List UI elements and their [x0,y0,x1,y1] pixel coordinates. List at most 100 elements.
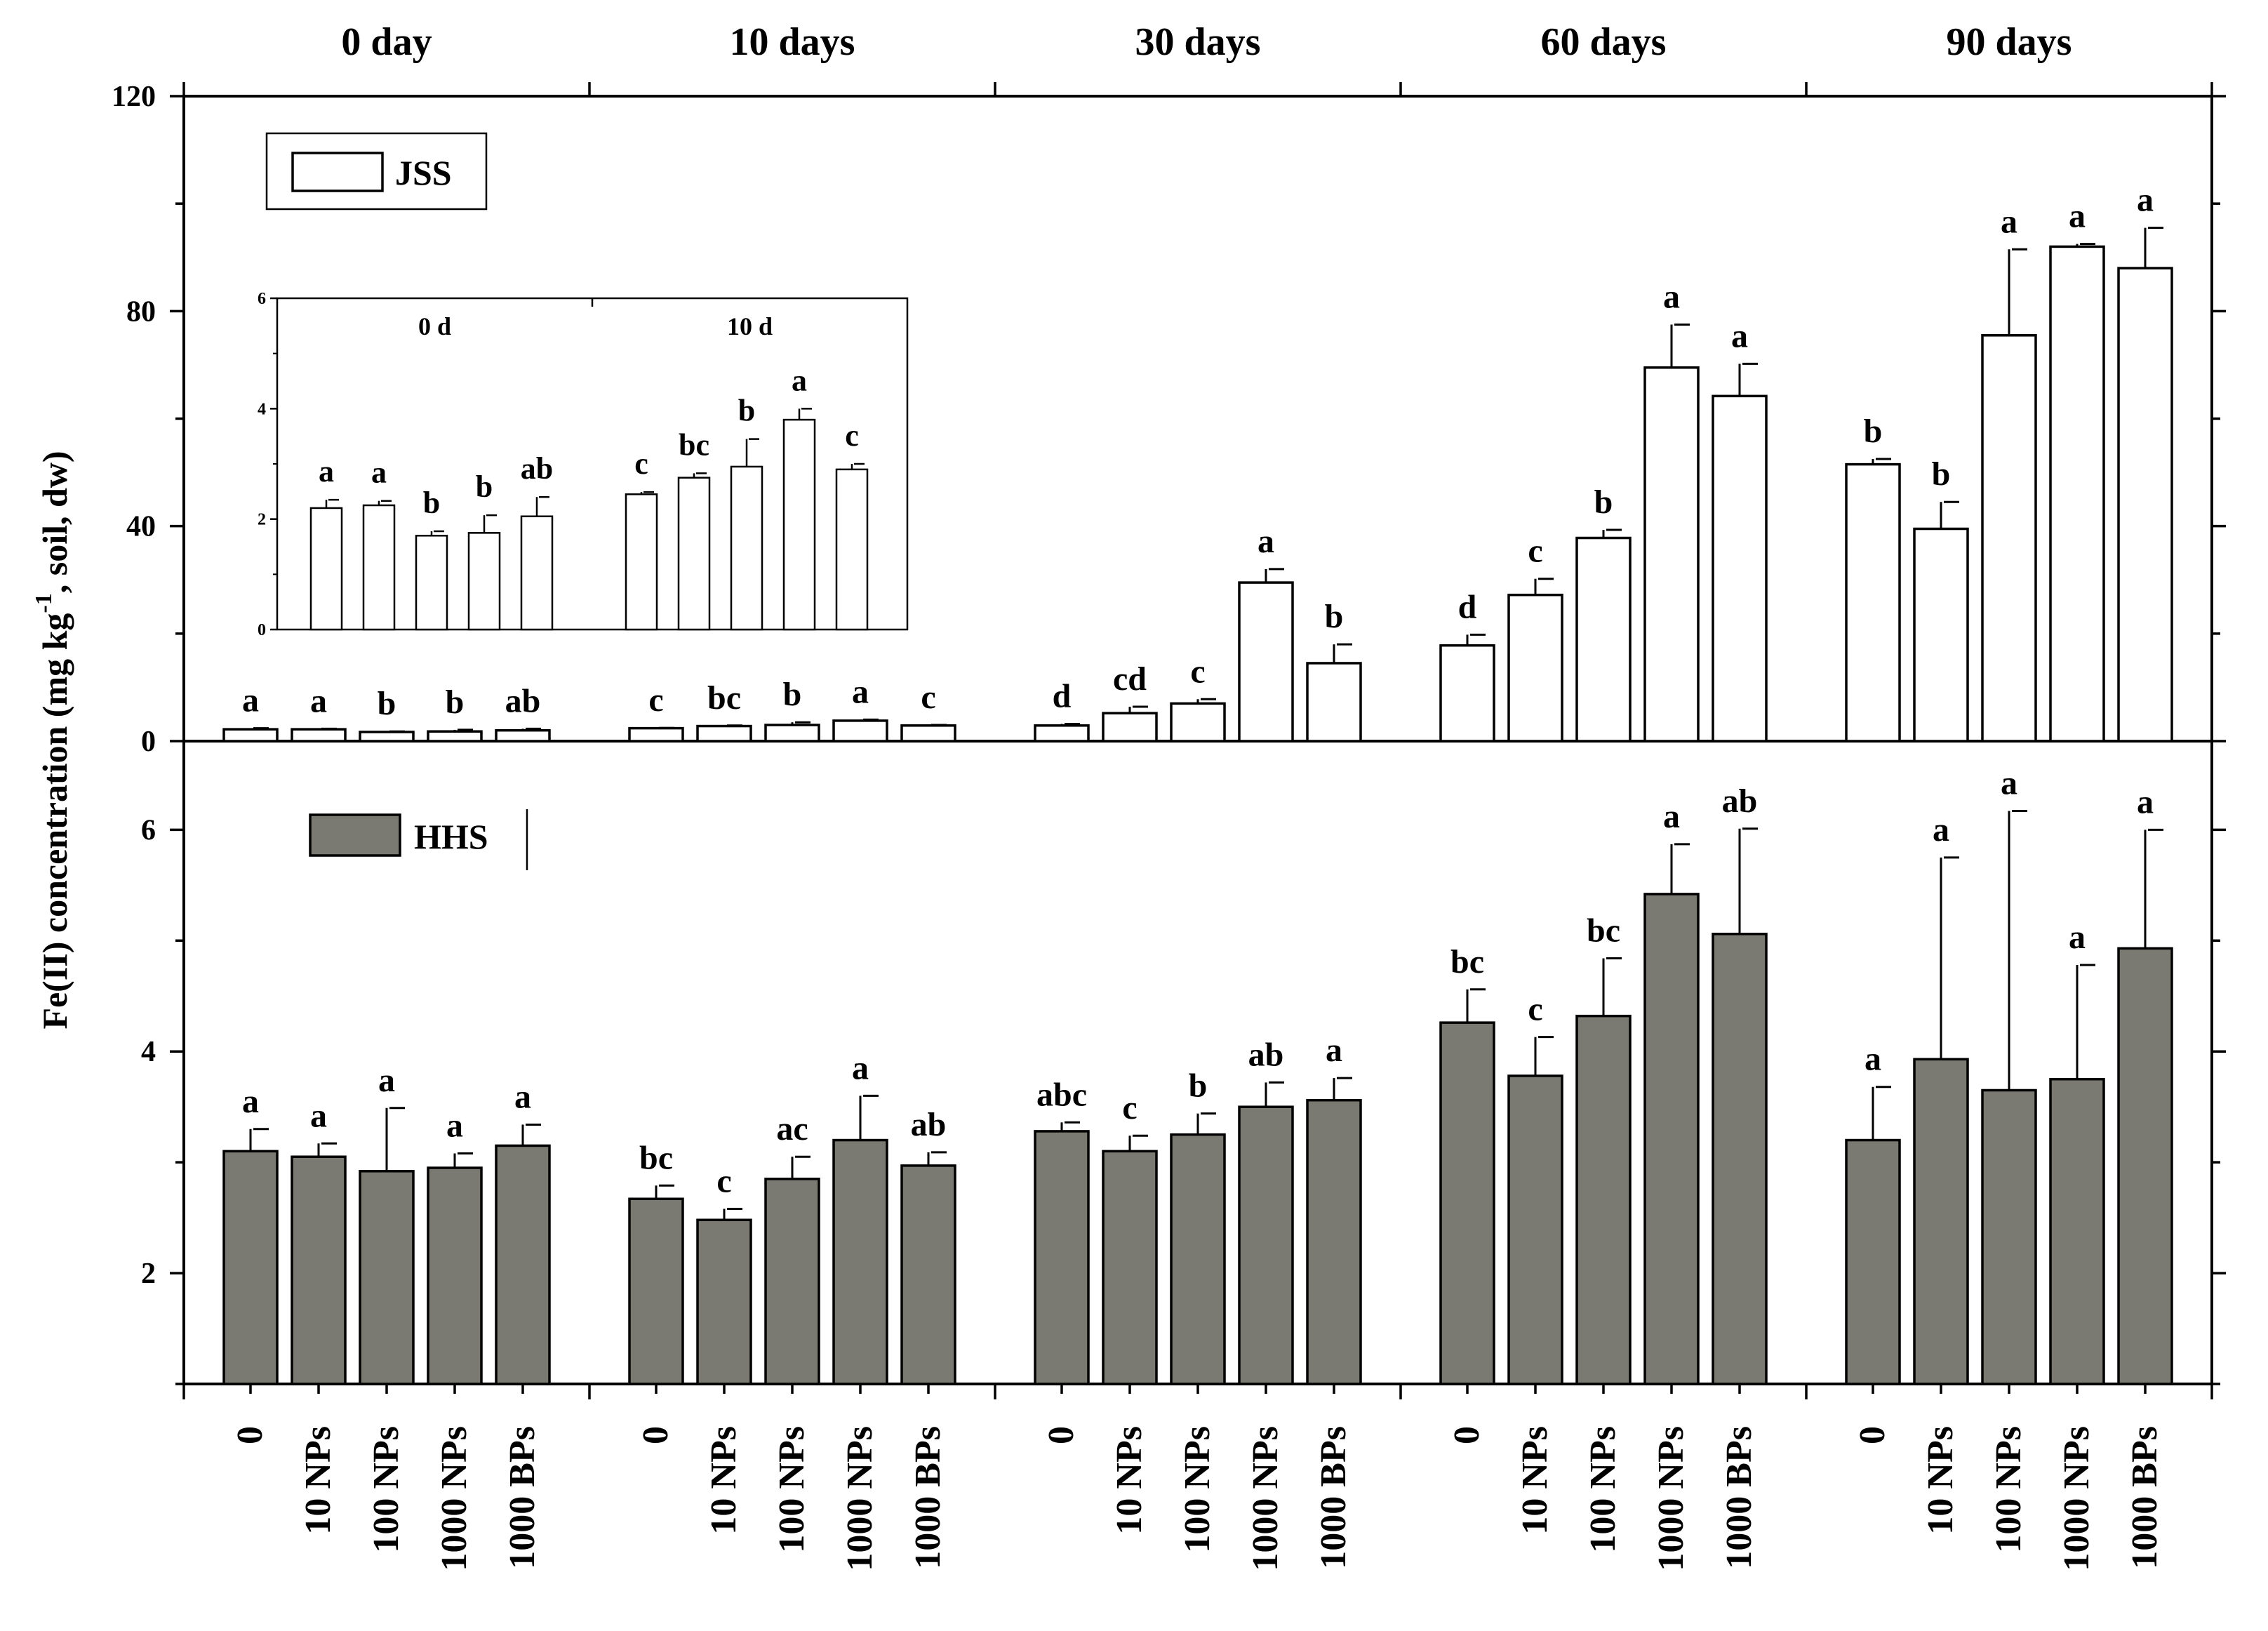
bar-jss [1238,581,1294,743]
inset-significance-letter: a [792,363,807,397]
bar-jss [764,724,820,743]
significance-letter: bc [1450,943,1484,980]
category-label: 1000 BPs [1719,1426,1759,1569]
significance-letter: a [1326,1032,1342,1069]
bar-jss [900,724,956,743]
significance-letter: c [921,679,935,716]
inset-significance-letter: bc [679,427,709,462]
bar-hhs [291,1155,347,1385]
group-header: 90 days [1947,20,2072,64]
y-axis-label: Fe(II) concentration (mg kg-1, soil, dw) [31,451,74,1029]
bar-jss [1913,527,1969,743]
category-label: 100 NPs [1178,1426,1218,1553]
bar-hhs [2049,1077,2105,1385]
bar-hhs [1981,1089,2037,1385]
bar-jss [359,731,415,743]
inset-bar [677,477,711,631]
significance-letter: a [852,673,869,710]
inset-group-label: 10 d [727,312,773,340]
significance-letter: ab [1248,1036,1284,1073]
inset-significance-letter: b [476,470,493,504]
y-tick-label: 80 [126,295,156,328]
bar-jss [427,730,483,743]
inset-y-tick-label: 4 [258,400,266,418]
bar-jss [1170,702,1226,743]
significance-letter: a [242,1083,259,1120]
y-axis-label-tail: , soil, dw) [35,451,74,593]
significance-letter: a [1663,798,1680,835]
significance-letter: d [1053,677,1072,714]
bar-jss [1575,536,1632,743]
significance-letter: cd [1113,660,1147,698]
inset-y-tick-label: 2 [258,511,266,529]
bar-jss [1643,366,1700,743]
bar-jss [696,724,752,743]
bar-hhs [222,1150,279,1385]
significance-letter: c [1528,991,1542,1028]
bar-hhs [1845,1138,1901,1385]
inset-bar [730,465,763,631]
inset-y-tick-label: 0 [258,621,266,639]
bar-hhs [900,1164,956,1385]
category-label: 10 NPs [1109,1426,1149,1535]
marks-layer [222,132,2173,1385]
y-tick-label: 0 [141,726,156,758]
inset-y-tick-label: 6 [258,290,266,308]
inset-significance-letter: a [371,455,387,490]
significance-letter: a [1865,1041,1881,1078]
bar-jss [1507,593,1563,743]
bar-hhs [1507,1074,1563,1385]
bar-jss [2117,267,2173,743]
significance-letter: b [1189,1067,1208,1105]
category-label: 1000 BPs [502,1426,542,1569]
inset-group-label: 0 d [418,312,451,340]
bar-jss [628,726,684,743]
bar-jss [1439,644,1495,743]
significance-letter: c [1528,533,1542,570]
bar-hhs [2117,947,2173,1385]
category-label: 1000 BPs [2125,1426,2165,1569]
inset-significance-letter: c [845,418,859,453]
y-axis-label-main: Fe(II) concentration (mg kg [35,613,74,1030]
category-label: 0 [230,1426,270,1444]
significance-letter: d [1458,588,1477,625]
significance-letter: b [1594,484,1613,521]
category-label: 10 NPs [1515,1426,1555,1535]
y-tick-label: 2 [141,1258,156,1290]
inset-significance-letter: c [634,446,648,481]
bar-jss [1845,462,1901,743]
bar-jss [291,728,347,743]
inset-bar [467,532,501,631]
significance-letter: ab [1722,783,1758,820]
bar-jss [1034,724,1090,743]
bar-hhs [495,1144,551,1385]
significance-letter: a [2069,198,2086,235]
category-label: 1000 NPs [1651,1426,1691,1571]
y-axis-label-superscript: -1 [31,593,57,613]
inset-significance-letter: ab [521,451,553,486]
category-label: 0 [636,1426,676,1444]
bar-hhs [1170,1133,1226,1385]
inset-bar [625,493,658,631]
legend-label-hhs: HHS [414,817,488,856]
significance-letter: a [2137,182,2154,219]
significance-letter: c [1122,1089,1137,1126]
significance-letter: c [716,1162,731,1199]
category-label: 10 NPs [1921,1426,1961,1535]
legend-label-jss: JSS [395,153,452,192]
bar-hhs [1439,1021,1495,1385]
category-label: 0 [1853,1426,1893,1444]
bar-jss [1306,662,1362,743]
significance-letter: ab [911,1106,947,1143]
significance-letter: b [378,685,396,722]
bar-hhs [1102,1150,1158,1385]
group-header: 30 days [1135,20,1261,64]
category-label: 1000 NPs [2057,1426,2097,1571]
significance-letter: a [242,682,259,719]
significance-letter: a [378,1062,395,1099]
inset-bar [415,535,448,631]
significance-letter: ac [776,1110,808,1147]
significance-letter: a [2137,783,2154,820]
